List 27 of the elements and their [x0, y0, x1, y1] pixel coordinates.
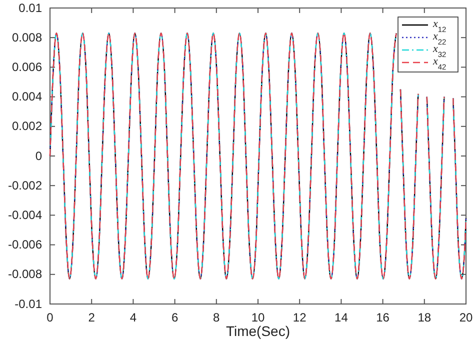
legend-label: x$_{42}$ — [432, 56, 446, 71]
x-tick-label: 14 — [334, 310, 348, 325]
x-tick-label: 2 — [88, 310, 96, 325]
y-tick-label: 0.01 — [18, 0, 42, 15]
legend-label: x$_{32}$ — [432, 43, 446, 58]
legend-label: x$_{12}$ — [432, 18, 446, 34]
legend-label: x$_{22}$ — [432, 30, 446, 46]
y-tick-label: 0.006 — [12, 60, 42, 74]
y-tick-label: 0.004 — [12, 90, 42, 104]
x-tick-label: 20 — [459, 310, 473, 325]
x-tick-label: 0 — [46, 310, 54, 325]
x-axis-title: Time(Sec) — [226, 323, 290, 339]
x-tick-label: 10 — [251, 310, 265, 325]
y-tick-label: 0.002 — [12, 119, 42, 134]
x-tick-label: 8 — [213, 310, 220, 325]
y-tick-label: 0 — [35, 148, 42, 163]
x-tick-label: 12 — [292, 310, 307, 325]
x-tick-label: 4 — [130, 310, 137, 325]
y-tick-label: -0.002 — [8, 178, 42, 192]
y-tick-label: -0.004 — [8, 208, 42, 222]
y-tick-label: -0.01 — [14, 296, 42, 311]
x-tick-label: 16 — [376, 310, 390, 325]
x-tick-label: 18 — [418, 310, 432, 325]
x-tick-label: 6 — [171, 310, 178, 325]
y-tick-label: -0.006 — [8, 238, 42, 252]
y-tick-label: -0.008 — [8, 267, 42, 282]
y-tick-label: 0.008 — [12, 30, 42, 44]
